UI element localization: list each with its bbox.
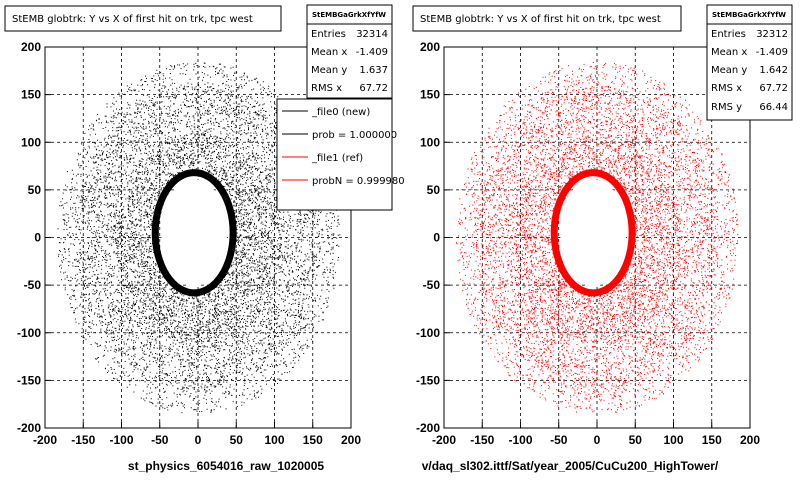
left-stat-value: 67.72	[359, 83, 388, 94]
y-tick-label: -150	[416, 373, 440, 387]
y-tick-label: -200	[416, 421, 440, 435]
right-stat-label: Mean y	[711, 65, 747, 76]
x-tick-label: 100	[663, 433, 683, 447]
x-tick-label: -150	[71, 433, 95, 447]
y-tick-label: 200	[420, 40, 440, 54]
empty-center	[161, 179, 228, 287]
y-tick-label: 150	[420, 88, 440, 102]
right-stat-value: 66.44	[759, 102, 788, 113]
left-stats-box: StEMBGaGrkXfYfW Entries 32314 Mean x -1.…	[306, 4, 393, 99]
right-stat-label: RMS y	[711, 102, 742, 113]
y-tick-label: -150	[17, 373, 41, 387]
left-stats-header: StEMBGaGrkXfYfW	[312, 11, 386, 19]
right-title-box: StEMB globtrk: Y vs X of first hit on tr…	[412, 5, 682, 32]
x-tick-label: -150	[470, 433, 494, 447]
legend: _file0 (new) prob = 1.000000 _file1 (ref…	[276, 98, 405, 211]
right-chart-title: StEMB globtrk: Y vs X of first hit on tr…	[420, 14, 661, 25]
left-stat-value: 32314	[356, 29, 388, 40]
y-tick-label: 100	[420, 135, 440, 149]
empty-center	[560, 179, 627, 287]
left-chart-title: StEMB globtrk: Y vs X of first hit on tr…	[12, 14, 253, 25]
left-stat-label: Entries	[311, 29, 346, 40]
y-tick-label: -100	[416, 326, 440, 340]
y-tick-label: -50	[24, 278, 42, 292]
dense-ring	[151, 169, 237, 297]
y-tick-label: 0	[34, 231, 41, 245]
dense-ring	[550, 169, 636, 297]
left-stat-label: RMS x	[311, 83, 342, 94]
left-title-frame	[4, 5, 282, 32]
right-ticks: -200 -150 -100 -50 0 50 100 150 200 -200 -150 -100 -…	[416, 40, 760, 447]
left-plot: -200 -150 -100 -50 0 50 100 150 200 -200 -150 -100 -…	[4, 4, 405, 473]
x-tick-label: -100	[508, 433, 532, 447]
legend-entry-new: _file0 (new)	[311, 107, 370, 118]
y-tick-label: 0	[433, 231, 440, 245]
x-tick-label: 150	[702, 433, 722, 447]
y-tick-label: 150	[21, 88, 41, 102]
right-x-axis-label: v/daq_sl302.ittf/Sat/year_2005/CuCu200_H…	[422, 459, 719, 473]
x-tick-label: -200	[33, 433, 57, 447]
right-title-frame	[412, 5, 682, 32]
x-tick-label: 0	[195, 433, 202, 447]
left-title-box: StEMB globtrk: Y vs X of first hit on tr…	[4, 5, 282, 32]
left-stat-value: -1.409	[356, 47, 388, 58]
x-tick-label: -200	[432, 433, 456, 447]
y-tick-label: -200	[17, 421, 41, 435]
left-points	[57, 62, 341, 414]
x-tick-label: -50	[151, 433, 169, 447]
left-stat-value: 1.637	[359, 65, 388, 76]
right-stat-value: 32312	[756, 29, 788, 40]
left-stats-frame	[306, 4, 393, 99]
x-tick-label: 0	[594, 433, 601, 447]
y-tick-label: -50	[423, 278, 441, 292]
legend-frame	[276, 98, 393, 211]
right-stat-value: 1.642	[759, 65, 788, 76]
legend-entry-prob: prob = 1.000000	[312, 130, 397, 141]
x-tick-label: 50	[629, 433, 643, 447]
scatter-points	[456, 62, 739, 413]
right-stats-box: StEMBGaGrkXfYfW Entries 32312 Mean x -1.…	[706, 4, 793, 121]
right-stat-label: Mean x	[711, 47, 747, 58]
right-points	[456, 62, 739, 413]
x-tick-label: 150	[303, 433, 323, 447]
y-tick-label: 50	[28, 183, 42, 197]
right-stats-header: StEMBGaGrkXfYfW	[712, 11, 786, 19]
right-stat-value: 67.72	[759, 83, 788, 94]
x-tick-label: 200	[740, 433, 760, 447]
left-stat-label: Mean x	[311, 47, 347, 58]
left-stat-label: Mean y	[311, 65, 347, 76]
legend-entry-probn: probN = 0.999980	[312, 176, 405, 187]
x-tick-label: 50	[230, 433, 244, 447]
right-stat-label: Entries	[711, 29, 746, 40]
right-plot: -200 -150 -100 -50 0 50 100 150 200 -200 -150 -100 -…	[412, 4, 793, 473]
y-tick-label: 100	[21, 135, 41, 149]
y-tick-label: 200	[21, 40, 41, 54]
left-x-axis-label: st_physics_6054016_raw_1020005	[128, 459, 324, 473]
y-tick-label: 50	[427, 183, 441, 197]
right-stat-label: RMS x	[711, 83, 742, 94]
legend-entry-ref: _file1 (ref)	[311, 153, 363, 164]
x-tick-label: -50	[550, 433, 568, 447]
y-tick-label: -100	[17, 326, 41, 340]
right-stat-value: -1.409	[756, 47, 788, 58]
x-tick-label: 100	[264, 433, 284, 447]
left-ticks: -200 -150 -100 -50 0 50 100 150 200 -200 -150 -100 -…	[17, 40, 361, 447]
x-tick-label: 200	[341, 433, 361, 447]
x-tick-label: -100	[109, 433, 133, 447]
scatter-points	[57, 62, 341, 414]
